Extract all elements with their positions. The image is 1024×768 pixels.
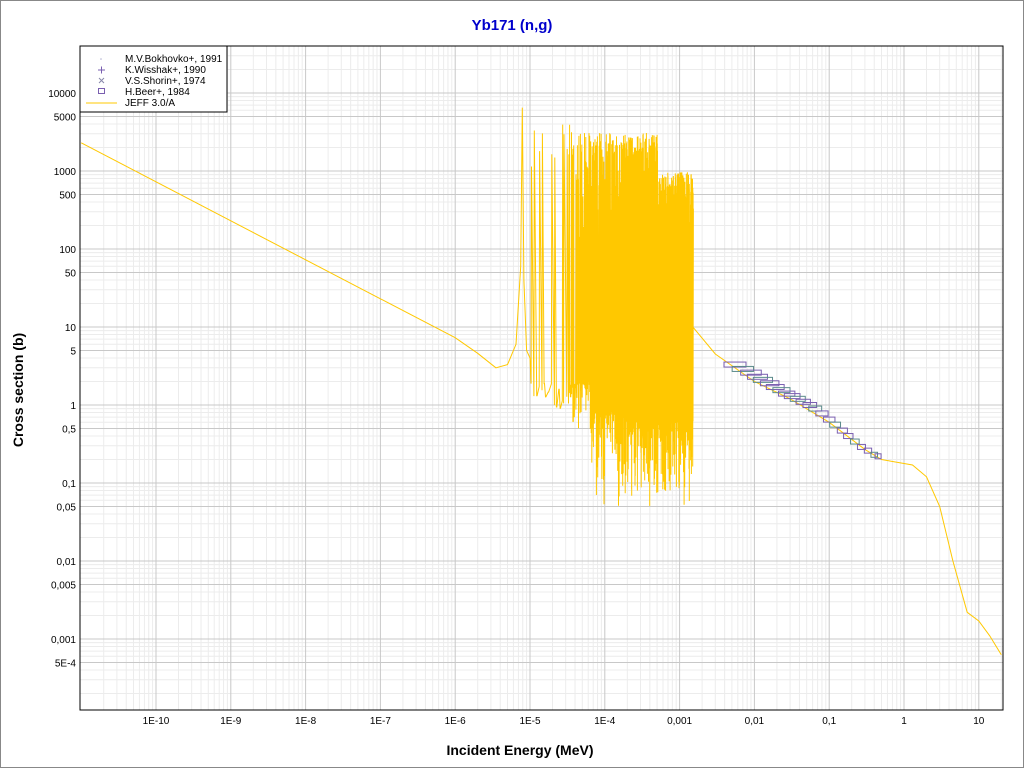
h-beer-data-point xyxy=(740,369,762,376)
y-tick-label: 10 xyxy=(65,323,77,334)
legend-label: JEFF 3.0/A xyxy=(125,98,175,109)
x-tick-label: 10 xyxy=(973,716,985,727)
y-tick-label: 10000 xyxy=(48,89,76,100)
jeff-curve xyxy=(80,107,1002,655)
h-beer-data-point xyxy=(752,376,774,383)
y-tick-label: 0,1 xyxy=(62,479,76,490)
y-tick-label: 0,01 xyxy=(57,557,77,568)
legend-box-marker xyxy=(98,88,105,94)
ticks: 1E-10 1E-9 1E-8 1E-7 1E-6 1E-5 1E-4 0,001 0,01 0,… xyxy=(48,89,985,727)
x-tick-label: 0,001 xyxy=(667,716,692,727)
h-beer-data-point xyxy=(863,447,873,454)
legend-label: K.Wisshak+, 1990 xyxy=(125,65,206,76)
legend-dot-marker xyxy=(100,58,102,60)
x-tick-label: 1E-7 xyxy=(370,716,392,727)
h-beer-data-point xyxy=(836,427,848,434)
y-tick-label: 500 xyxy=(59,190,76,201)
legend: M.V.Bokhovko+, 1991 K.Wisshak+, 1990 V.S… xyxy=(79,45,228,113)
h-beer-data-point xyxy=(815,410,829,417)
x-tick-label: 0,01 xyxy=(745,716,765,727)
h-beer-data-point xyxy=(723,361,747,368)
y-tick-label: 5E-4 xyxy=(55,658,77,669)
h-beer-data-point xyxy=(759,380,780,387)
y-axis-label: Cross section (b) xyxy=(10,333,26,447)
y-tick-label: 1 xyxy=(70,401,76,412)
h-beer-data-point xyxy=(849,438,860,445)
y-tick-label: 0,001 xyxy=(51,635,76,646)
h-beer-data-point xyxy=(856,443,866,450)
h-beer-data-point xyxy=(808,405,823,412)
x-tick-label: 1E-5 xyxy=(519,716,541,727)
plot-area xyxy=(80,107,1002,655)
h-beer-data-point xyxy=(829,421,842,428)
legend-label: M.V.Bokhovko+, 1991 xyxy=(125,54,223,65)
chart-title: Yb171 (n,g) xyxy=(472,17,553,34)
y-tick-label: 0,05 xyxy=(57,502,77,513)
h-beer-data-point xyxy=(822,416,836,423)
legend-label: H.Beer+, 1984 xyxy=(125,87,190,98)
legend-cross-marker xyxy=(98,77,105,84)
h-beer-data-point xyxy=(731,365,754,372)
x-tick-label: 1E-8 xyxy=(295,716,317,727)
y-tick-label: 0,005 xyxy=(51,580,76,591)
plot-border xyxy=(79,45,1004,711)
h-beer-data-point xyxy=(870,451,879,458)
h-beer-data-point xyxy=(802,402,818,408)
legend-plus-marker xyxy=(98,66,105,74)
y-tick-label: 5 xyxy=(70,346,76,357)
legend-label: V.S.Shorin+, 1974 xyxy=(125,76,206,87)
x-tick-label: 1E-10 xyxy=(143,716,170,727)
x-tick-label: 1E-4 xyxy=(594,716,616,727)
h-beer-data-point xyxy=(874,453,882,460)
y-tick-label: 100 xyxy=(59,245,76,256)
h-beer-data-point xyxy=(747,373,768,380)
y-tick-label: 1000 xyxy=(54,167,77,178)
h-beer-data-point xyxy=(772,387,791,394)
x-tick-label: 1 xyxy=(901,716,907,727)
h-beer-data-point xyxy=(843,433,854,440)
x-tick-label: 0,1 xyxy=(822,716,836,727)
x-axis-label: Incident Energy (MeV) xyxy=(446,742,593,758)
x-tick-label: 1E-6 xyxy=(445,716,467,727)
x-tick-label: 1E-9 xyxy=(220,716,242,727)
y-tick-label: 0,5 xyxy=(62,424,76,435)
h-beer-data-point xyxy=(765,384,785,391)
y-tick-label: 5000 xyxy=(54,112,77,123)
y-tick-label: 50 xyxy=(65,268,77,279)
